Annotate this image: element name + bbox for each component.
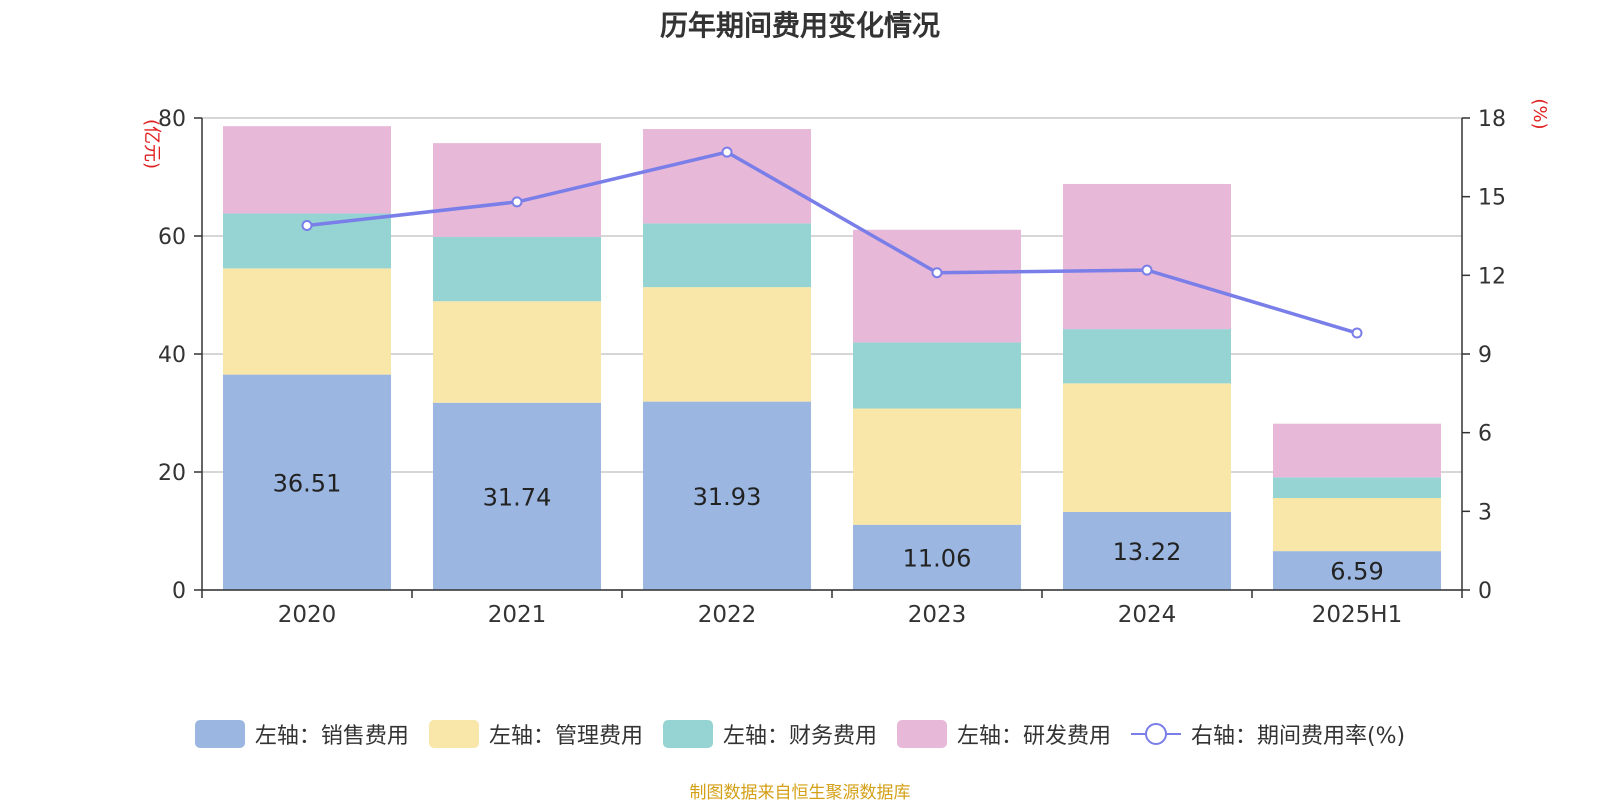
right-axis-label: (%) [1529, 98, 1550, 129]
bar-segment [433, 143, 601, 237]
chart-title: 历年期间费用变化情况 [659, 9, 940, 42]
bar-segment [433, 402, 601, 590]
left-tick-label: 40 [158, 343, 186, 368]
left-tick-label: 80 [158, 107, 186, 132]
bar-segment [223, 126, 391, 214]
bar-segment [1063, 183, 1231, 330]
bar-segment [643, 223, 811, 288]
bar-segment [433, 236, 601, 302]
left-axis-label: (亿元) [141, 119, 162, 169]
bar-segment [223, 374, 391, 590]
legend-swatch [896, 720, 947, 748]
legend-label: 右轴：期间费用率(%) [1190, 724, 1406, 749]
legend-item: 左轴：管理费用 [428, 718, 643, 750]
legend-item: 左轴：销售费用 [194, 718, 409, 750]
rate-point [1141, 264, 1153, 276]
bar-segment [1063, 512, 1231, 590]
x-tick-label: 2025H1 [1312, 602, 1402, 628]
chart-svg: 0 20 40 60 80 0 3 6 9 12 15 18 (亿元) (%) 36.51 31.74 31.9… [141, 98, 1550, 628]
x-tick-label: 2021 [488, 602, 547, 628]
bar-segment [643, 129, 811, 224]
rate-point [931, 267, 943, 279]
legend-label: 左轴：销售费用 [254, 724, 409, 749]
legend: 左轴：销售费用 左轴：管理费用 左轴：财务费用 左轴：研发费用 右轴：期间费用率(%) [0, 718, 1600, 750]
rate-line [306, 150, 1358, 335]
bar-segment [853, 524, 1021, 590]
bar-segment [1273, 498, 1441, 552]
x-tick-label: 2020 [278, 602, 337, 628]
right-tick-label: 9 [1478, 343, 1492, 368]
bar-segment [853, 229, 1021, 343]
bar-value-label: 31.74 [483, 483, 552, 511]
rate-point [511, 196, 523, 208]
legend-item: 左轴：财务费用 [662, 718, 877, 750]
right-tick-label: 12 [1478, 264, 1506, 289]
bar-segment [223, 268, 391, 375]
bar-segment [1273, 423, 1441, 478]
bar-segment [1063, 329, 1231, 384]
bar-segment [853, 342, 1021, 409]
bar-segment [853, 408, 1021, 525]
bar-segment [433, 301, 601, 403]
right-tick-label: 18 [1478, 107, 1506, 132]
legend-label: 左轴：管理费用 [488, 724, 643, 749]
source-note: 制图数据来自恒生聚源数据库 [689, 783, 911, 803]
bar-value-label: 6.59 [1330, 558, 1383, 586]
bar-value-label: 13.22 [1113, 538, 1182, 566]
legend-swatch [662, 720, 713, 748]
bar-segment [643, 401, 811, 590]
legend-swatch [194, 720, 245, 748]
right-tick-label: 6 [1478, 422, 1492, 447]
bar-segment [1063, 383, 1231, 513]
legend-line-swatch [1130, 723, 1181, 745]
rate-point [721, 146, 733, 158]
bar-segment [1273, 477, 1441, 499]
right-tick-label: 15 [1478, 186, 1506, 211]
legend-item: 左轴：研发费用 [896, 718, 1111, 750]
bar-segment [643, 287, 811, 402]
bar-value-label: 31.93 [693, 483, 762, 511]
bar-value-label: 11.06 [903, 544, 972, 572]
legend-swatch [428, 720, 479, 748]
bar-segment [1273, 551, 1441, 590]
x-tick-label: 2022 [698, 602, 757, 628]
rate-point [301, 220, 313, 232]
legend-label: 左轴：研发费用 [956, 724, 1111, 749]
left-tick-label: 20 [158, 461, 186, 486]
legend-label: 左轴：财务费用 [722, 724, 877, 749]
x-tick-label: 2023 [908, 602, 967, 628]
left-tick-label: 0 [172, 579, 186, 604]
right-tick-label: 3 [1478, 500, 1492, 525]
right-tick-label: 0 [1478, 579, 1492, 604]
legend-item: 右轴：期间费用率(%) [1130, 718, 1406, 750]
rate-point [1351, 327, 1363, 339]
left-tick-label: 60 [158, 225, 186, 250]
x-tick-label: 2024 [1118, 602, 1177, 628]
bar-value-label: 36.51 [273, 469, 342, 497]
